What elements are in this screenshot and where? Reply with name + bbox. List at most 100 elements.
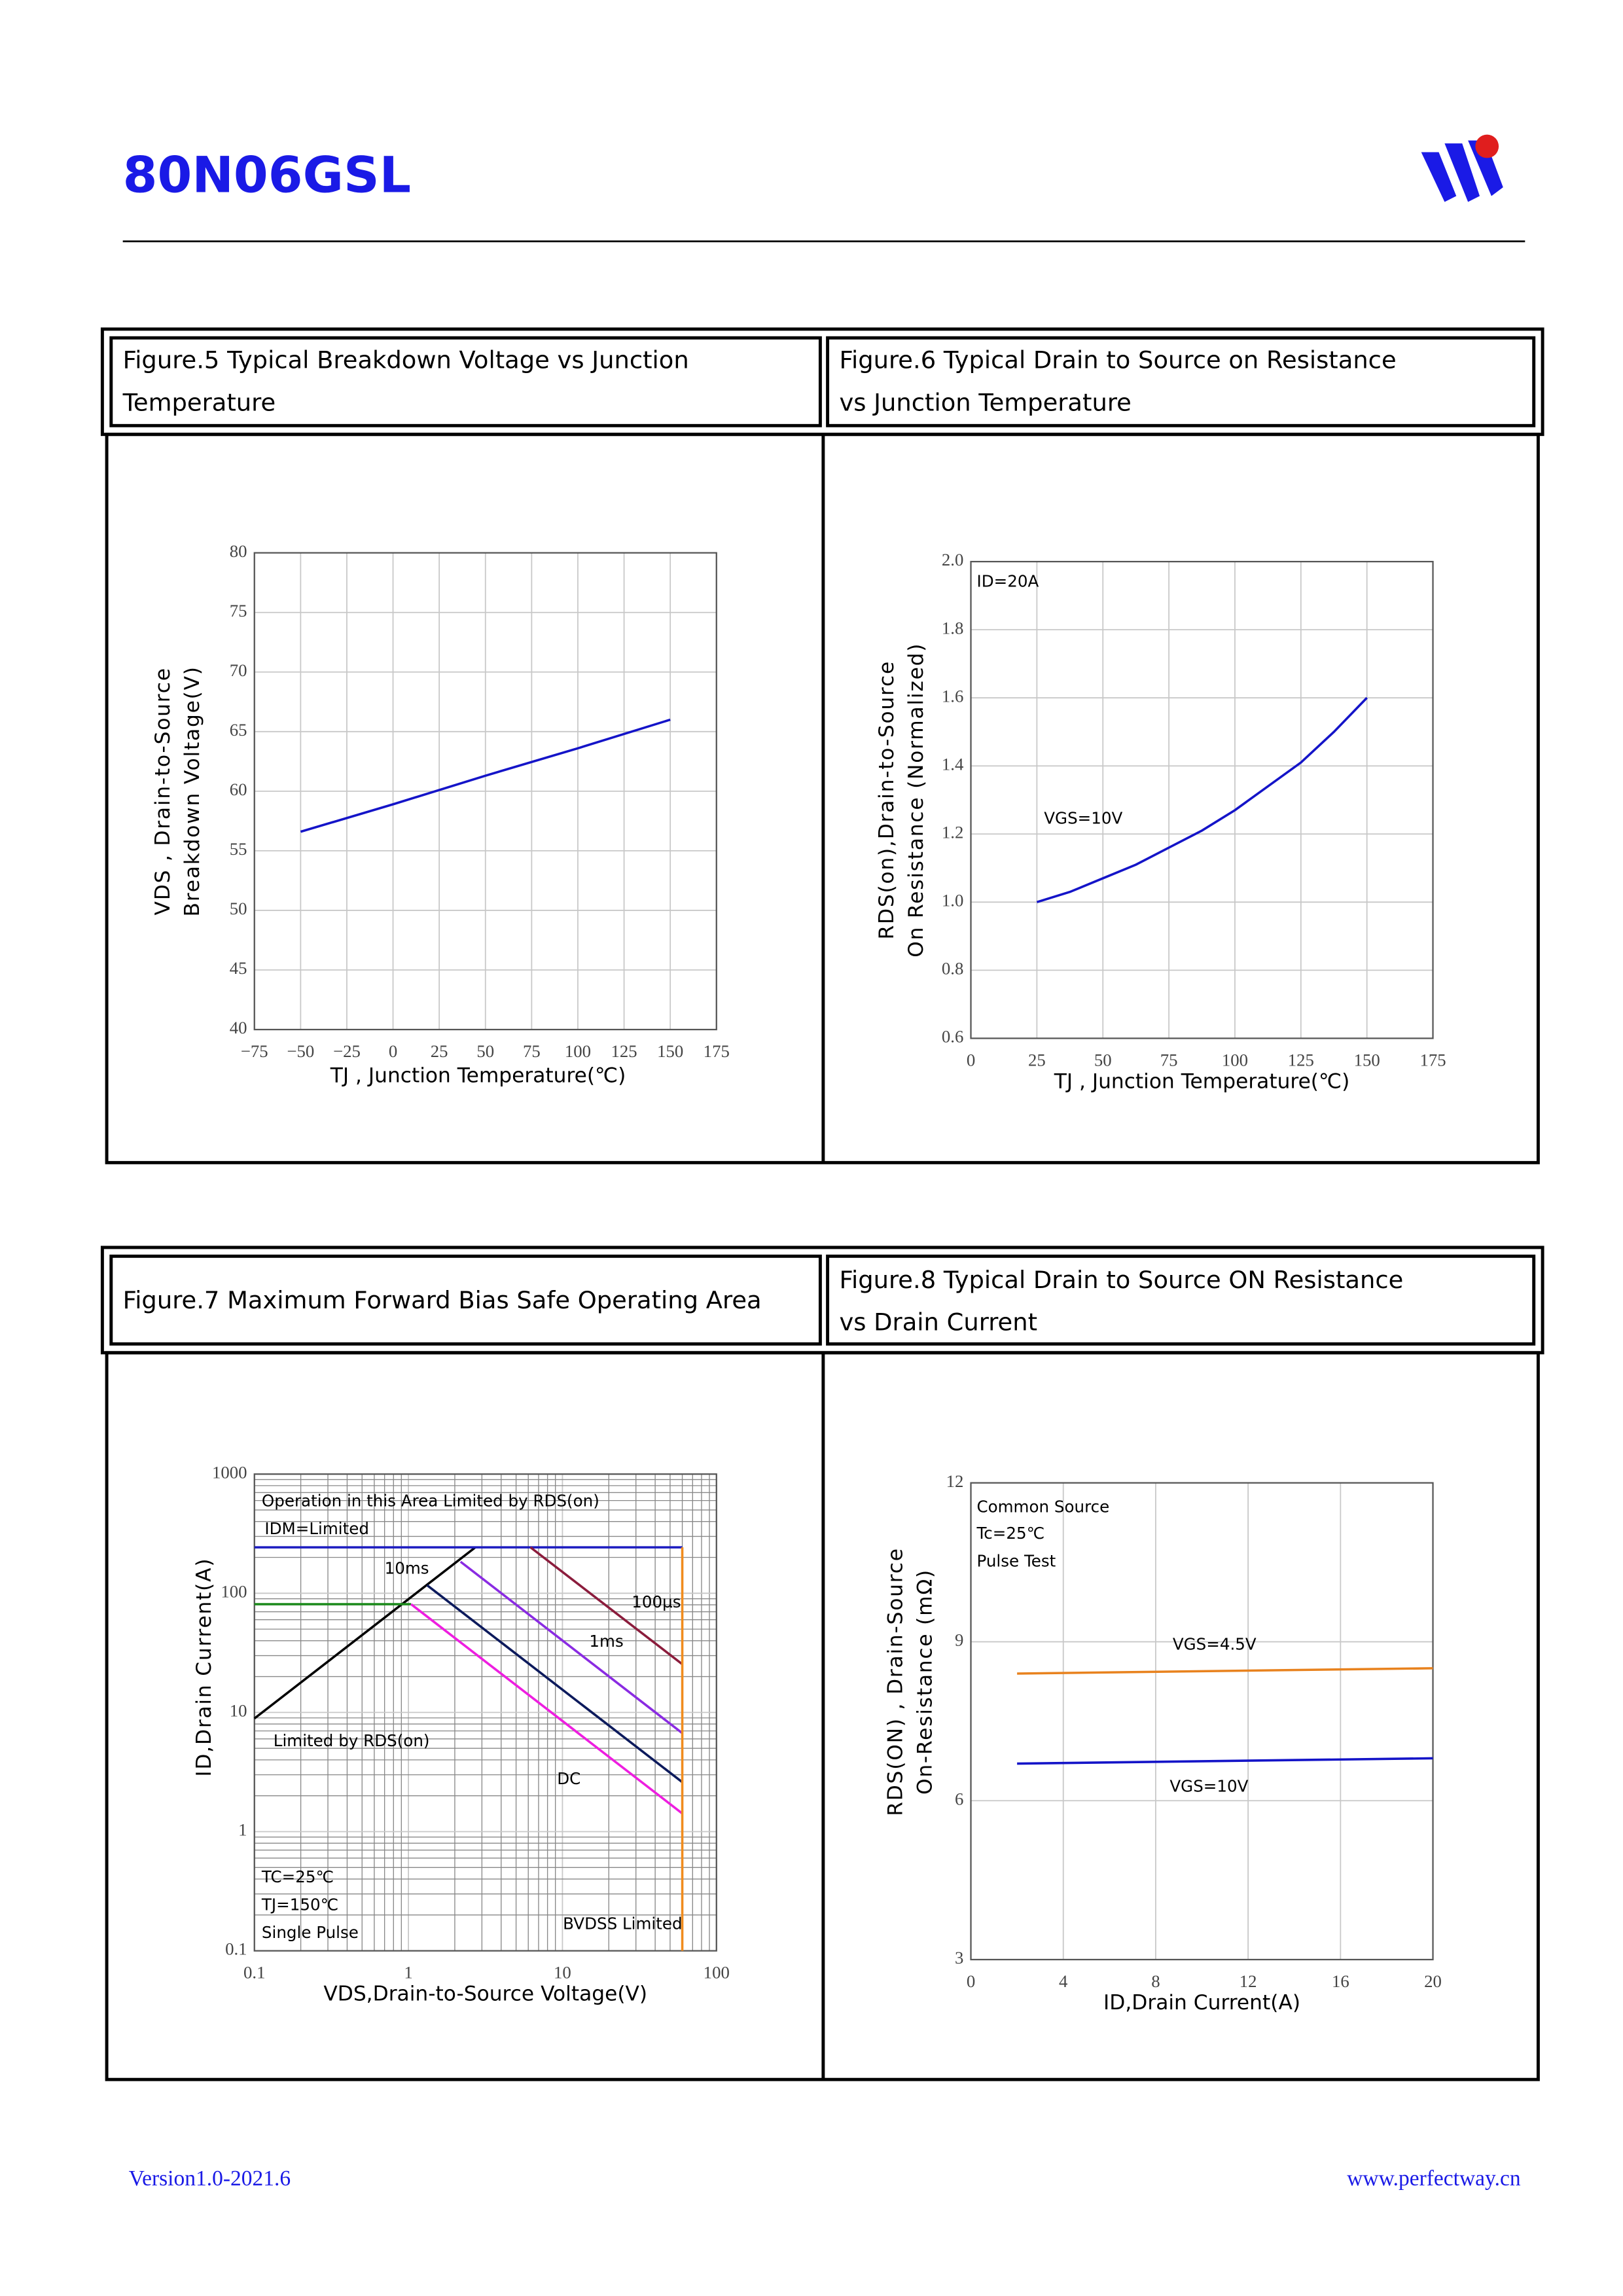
data-line bbox=[426, 1584, 683, 1784]
x-tick-label: 10 bbox=[554, 1962, 571, 1982]
y-tick-label: 1.6 bbox=[942, 686, 964, 706]
x-tick-label: 75 bbox=[523, 1041, 541, 1061]
annotation: 10ms bbox=[385, 1558, 429, 1577]
annotation: 1ms bbox=[589, 1632, 623, 1651]
annotation: TJ=150℃ bbox=[261, 1895, 338, 1914]
figure-title: vs Junction Temperature bbox=[839, 388, 1131, 416]
x-tick-label: 125 bbox=[1288, 1050, 1314, 1069]
x-tick-label: 0.1 bbox=[243, 1962, 266, 1982]
x-tick-label: 20 bbox=[1424, 1971, 1442, 1991]
x-tick-label: 175 bbox=[704, 1041, 730, 1061]
doc-title: 80N06GSL bbox=[123, 146, 411, 204]
plot-area bbox=[971, 1482, 1433, 1960]
x-tick-label: 150 bbox=[1354, 1050, 1380, 1069]
x-axis-label: TJ , Junction Temperature(℃) bbox=[330, 1064, 626, 1088]
plot-border bbox=[253, 552, 717, 1031]
y-tick-label: 55 bbox=[230, 839, 247, 859]
y-tick-label: 1.4 bbox=[942, 754, 964, 774]
figure-title: Figure.7 Maximum Forward Bias Safe Opera… bbox=[123, 1286, 762, 1314]
figure-title: Temperature bbox=[122, 388, 276, 416]
y-tick-label: 60 bbox=[230, 780, 247, 799]
annotation: Limited by RDS(on) bbox=[274, 1731, 430, 1750]
x-tick-label: 175 bbox=[1419, 1050, 1446, 1069]
annotation: ID=20A bbox=[976, 571, 1039, 590]
y-axis-label: VDS , Drain-to-Source bbox=[151, 667, 175, 915]
y-axis-label: On Resistance (Normalized) bbox=[904, 643, 928, 958]
figure-title: Figure.6 Typical Drain to Source on Resi… bbox=[839, 346, 1396, 374]
data-line bbox=[459, 1560, 683, 1734]
x-tick-label: 0 bbox=[389, 1041, 397, 1061]
title-box bbox=[826, 336, 1536, 427]
plot-area bbox=[971, 562, 1433, 1039]
annotation: Tc=25℃ bbox=[976, 1524, 1044, 1543]
data-line bbox=[1036, 696, 1368, 904]
y-tick-label: 70 bbox=[230, 660, 247, 680]
y-tick-label: 12 bbox=[946, 1471, 964, 1491]
y-tick-label: 1.0 bbox=[942, 890, 964, 910]
figure-title: vs Drain Current bbox=[839, 1308, 1037, 1336]
x-tick-label: 75 bbox=[1160, 1050, 1178, 1069]
data-line bbox=[529, 1546, 683, 1666]
x-tick-label: 0 bbox=[967, 1971, 975, 1991]
plot-border bbox=[970, 560, 1434, 1039]
data-line bbox=[1017, 1667, 1433, 1675]
y-tick-label: 10 bbox=[230, 1701, 247, 1721]
x-tick-label: 1 bbox=[404, 1962, 412, 1982]
annotation: VGS=10V bbox=[1169, 1776, 1248, 1795]
data-line bbox=[410, 1603, 683, 1815]
footer-website: www.perfectway.cn bbox=[1347, 2166, 1521, 2191]
data-line bbox=[300, 718, 671, 833]
x-tick-label: 100 bbox=[1222, 1050, 1248, 1069]
figure-title: Figure.8 Typical Drain to Source ON Resi… bbox=[839, 1266, 1403, 1294]
title-box bbox=[826, 1254, 1536, 1346]
y-tick-label: 100 bbox=[221, 1581, 247, 1601]
x-tick-label: 150 bbox=[657, 1041, 683, 1061]
plot-border bbox=[970, 1482, 1434, 1961]
y-tick-label: 75 bbox=[230, 601, 247, 620]
annotation: IDM=Limited bbox=[264, 1519, 369, 1538]
y-tick-label: 0.8 bbox=[942, 959, 964, 978]
x-tick-label: 100 bbox=[704, 1962, 730, 1982]
y-tick-label: 40 bbox=[230, 1018, 247, 1037]
y-tick-label: 6 bbox=[955, 1789, 963, 1808]
annotation: DC bbox=[557, 1769, 580, 1788]
y-tick-label: 50 bbox=[230, 899, 247, 918]
title-box bbox=[109, 336, 822, 427]
x-tick-label: 4 bbox=[1059, 1971, 1067, 1991]
y-tick-label: 65 bbox=[230, 720, 247, 740]
title-box bbox=[109, 1254, 822, 1346]
annotation: VGS=4.5V bbox=[1173, 1635, 1257, 1654]
x-tick-label: −75 bbox=[241, 1041, 268, 1061]
annotation: Pulse Test bbox=[976, 1551, 1056, 1570]
y-tick-label: 1.8 bbox=[942, 618, 964, 637]
logo bbox=[1421, 134, 1503, 202]
annotation: Single Pulse bbox=[262, 1923, 359, 1942]
y-tick-label: 3 bbox=[955, 1948, 963, 1967]
y-tick-label: 9 bbox=[955, 1630, 963, 1650]
x-axis-label: TJ , Junction Temperature(℃) bbox=[1054, 1069, 1350, 1093]
x-axis-label: ID,Drain Current(A) bbox=[1103, 1991, 1300, 2015]
x-tick-label: 50 bbox=[1094, 1050, 1112, 1069]
y-tick-label: 1000 bbox=[212, 1462, 247, 1482]
y-axis-label: RDS(on),Drain-to-Source bbox=[875, 660, 899, 940]
x-tick-label: 50 bbox=[476, 1041, 494, 1061]
y-axis-label: ID,Drain Current(A) bbox=[192, 1558, 216, 1777]
x-tick-label: 12 bbox=[1240, 1971, 1257, 1991]
y-axis-label: Breakdown Voltage(V) bbox=[181, 666, 204, 916]
y-tick-label: 0.1 bbox=[225, 1939, 247, 1959]
data-line bbox=[1017, 1757, 1433, 1765]
x-axis-label: VDS,Drain-to-Source Voltage(V) bbox=[323, 1982, 647, 2006]
annotation: BVDSS Limited bbox=[563, 1914, 682, 1933]
annotation: 100µs bbox=[632, 1592, 681, 1611]
plot-border bbox=[253, 1473, 717, 1952]
x-tick-label: 100 bbox=[565, 1041, 591, 1061]
annotation: TC=25℃ bbox=[261, 1867, 334, 1886]
annotation: VGS=10V bbox=[1044, 808, 1122, 827]
x-tick-label: 125 bbox=[611, 1041, 637, 1061]
x-tick-label: −50 bbox=[287, 1041, 314, 1061]
annotation: Common Source bbox=[976, 1498, 1109, 1516]
x-tick-label: 8 bbox=[1151, 1971, 1160, 1991]
annotation: Operation in this Area Limited by RDS(on… bbox=[262, 1492, 599, 1511]
x-tick-label: 0 bbox=[967, 1050, 975, 1069]
